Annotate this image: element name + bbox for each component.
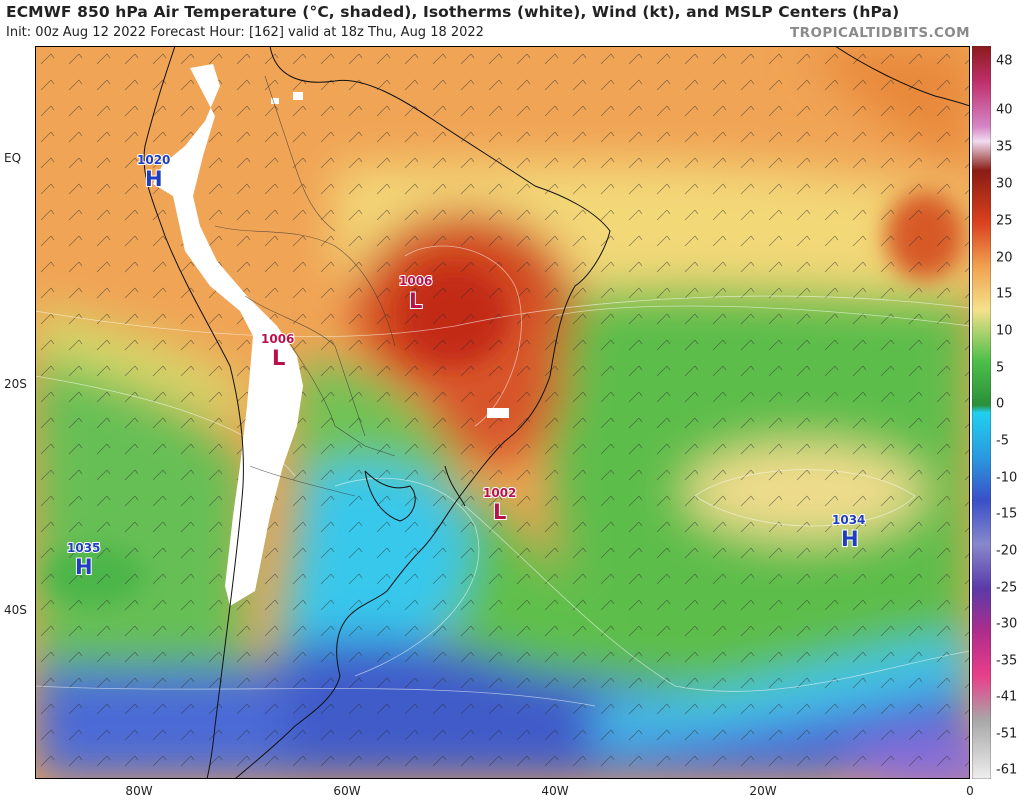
colorbar-label: 48 <box>996 53 1013 69</box>
pressure-centers: 1020 H 1006 L 1006 L 1002 L 1034 H 1035 … <box>66 152 866 580</box>
center-type: L <box>409 289 422 313</box>
center-type: H <box>75 555 93 579</box>
lat-label-40s: 40S <box>4 603 27 617</box>
colorbar-label: 40 <box>996 102 1013 118</box>
temperature-colorbar <box>971 45 992 780</box>
colorbar-label: 30 <box>996 176 1013 192</box>
pressure-center-high[interactable]: 1020 H <box>136 152 171 192</box>
colorbar-gradient <box>971 45 992 780</box>
pressure-center-low[interactable]: 1002 L <box>482 485 517 525</box>
lat-label-eq: EQ <box>4 151 22 165</box>
map-frame <box>35 46 970 779</box>
colorbar-label: 25 <box>996 213 1013 229</box>
pressure-center-high[interactable]: 1035 H <box>66 540 101 580</box>
pressure-center-low[interactable]: 1006 L <box>260 331 295 371</box>
colorbar-label: 15 <box>996 286 1013 302</box>
lon-label-0: 0 <box>966 784 974 798</box>
map-title: ECMWF 850 hPa Air Temperature (°C, shade… <box>6 3 900 21</box>
center-value: 1034 <box>832 513 865 527</box>
colorbar-label: -41 <box>996 689 1018 705</box>
colorbar-label: 5 <box>996 360 1005 376</box>
lon-label-20w: 20W <box>749 784 777 798</box>
lon-label-60w: 60W <box>333 784 361 798</box>
colorbar-label: 10 <box>996 323 1013 339</box>
colorbar-label: 20 <box>996 250 1013 266</box>
lon-label-80w: 80W <box>125 784 153 798</box>
colorbar-label: -25 <box>996 580 1018 596</box>
country-borders <box>214 75 396 497</box>
center-type: L <box>272 346 285 370</box>
pressure-center-low[interactable]: 1006 L <box>398 273 433 314</box>
colorbar-label: -51 <box>996 726 1018 742</box>
center-value: 1006 <box>261 332 294 346</box>
colorbar-label: -10 <box>996 470 1018 486</box>
brand-watermark[interactable]: TROPICALTIDBITS.COM <box>790 25 970 41</box>
center-type: H <box>145 167 163 191</box>
colorbar-label: -30 <box>996 616 1018 632</box>
colorbar-label: -35 <box>996 653 1018 669</box>
center-type: H <box>841 527 859 551</box>
center-type: L <box>493 500 506 524</box>
center-value: 1002 <box>483 486 516 500</box>
forecast-subtitle: Init: 00z Aug 12 2022 Forecast Hour: [16… <box>6 25 484 40</box>
colorbar-label: 0 <box>996 396 1005 412</box>
center-value: 1035 <box>67 541 100 555</box>
colorbar-label: 35 <box>996 139 1013 155</box>
colorbar-label: -15 <box>996 506 1018 522</box>
colorbar-label: -20 <box>996 543 1018 559</box>
isotherms <box>35 245 970 707</box>
center-value: 1006 <box>399 274 432 288</box>
colorbar-label: -5 <box>996 433 1009 449</box>
andes-terrain-mask <box>153 64 509 606</box>
pressure-center-high[interactable]: 1034 H <box>831 512 866 552</box>
lat-label-20s: 20S <box>4 377 27 391</box>
temperature-map: 1020 H 1006 L 1006 L 1002 L 1034 H 1035 … <box>35 46 970 779</box>
colorbar-label: -61 <box>996 762 1018 778</box>
map-canvas: 1020 H 1006 L 1006 L 1002 L 1034 H 1035 … <box>35 46 970 779</box>
coastlines <box>143 46 970 779</box>
lon-label-40w: 40W <box>541 784 569 798</box>
center-value: 1020 <box>137 153 170 167</box>
